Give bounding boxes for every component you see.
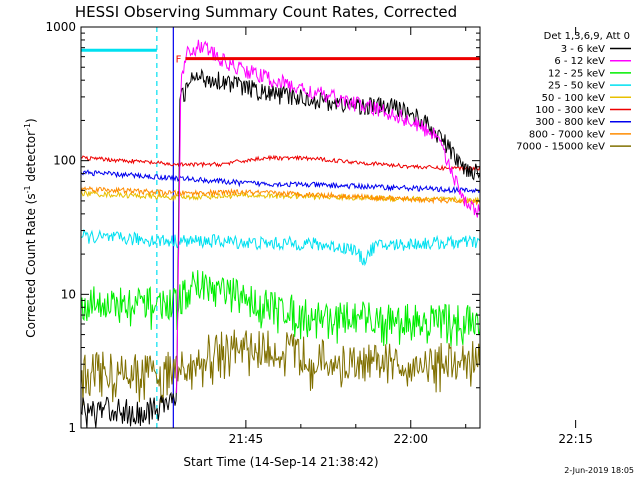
plot-frame: [80, 26, 481, 429]
series-line-100-300-keV: [81, 154, 480, 172]
y-tick-label: 1: [68, 421, 76, 435]
legend-label: 25 - 50 keV: [548, 81, 605, 92]
y-axis-label: Corrected Count Rate (s-1 detector-1): [23, 118, 38, 337]
legend-label: 100 - 300 keV: [535, 105, 605, 116]
x-axis-label: Start Time (14-Sep-14 21:38:42): [183, 455, 378, 469]
flag-label-2: S: [510, 39, 516, 50]
flag-label-1: F: [176, 55, 182, 66]
y-tick-label: 1000: [45, 20, 76, 34]
series-line-3-6-keV: [81, 68, 480, 428]
x-tick-label: 21:45: [229, 432, 264, 446]
legend-label: 50 - 100 keV: [542, 93, 606, 104]
legend-label: 12 - 25 keV: [548, 68, 605, 79]
legend-label: 7000 - 15000 keV: [516, 142, 605, 153]
series-line-6-12-keV: [176, 39, 480, 393]
legend-label: 3 - 6 keV: [561, 44, 605, 55]
y-axis-label-exp2: -1: [23, 123, 32, 131]
chart-title: HESSI Observing Summary Count Rates, Cor…: [75, 3, 457, 21]
series-line-12-25-keV: [81, 270, 480, 347]
y-tick-label: 10: [61, 287, 76, 301]
legend-label: 6 - 12 keV: [554, 56, 605, 67]
legend-label: 800 - 7000 keV: [529, 129, 605, 140]
footer-date: 2-Jun-2019 18:05: [564, 466, 634, 475]
series-line-300-800-keV: [81, 169, 480, 195]
series-line-50-100-keV: [81, 190, 480, 205]
series-line-7000-15000-keV: [81, 329, 480, 406]
y-axis-label-exp1: -1: [23, 185, 32, 193]
plot-area: FS: [80, 26, 516, 429]
series-line-800-7000-keV: [81, 185, 480, 206]
series-line-25-50-keV: [81, 228, 480, 267]
data-layer: FS: [81, 27, 516, 428]
y-tick-label: 100: [53, 154, 76, 168]
x-tick-label: 22:15: [558, 432, 593, 446]
y-axis-ticks: 1 10 100 1000: [45, 20, 480, 435]
x-tick-label: 22:00: [393, 432, 428, 446]
legend-title: Det 1,3,6,9, Att 0: [544, 31, 630, 42]
legend-label: 300 - 800 keV: [535, 117, 605, 128]
